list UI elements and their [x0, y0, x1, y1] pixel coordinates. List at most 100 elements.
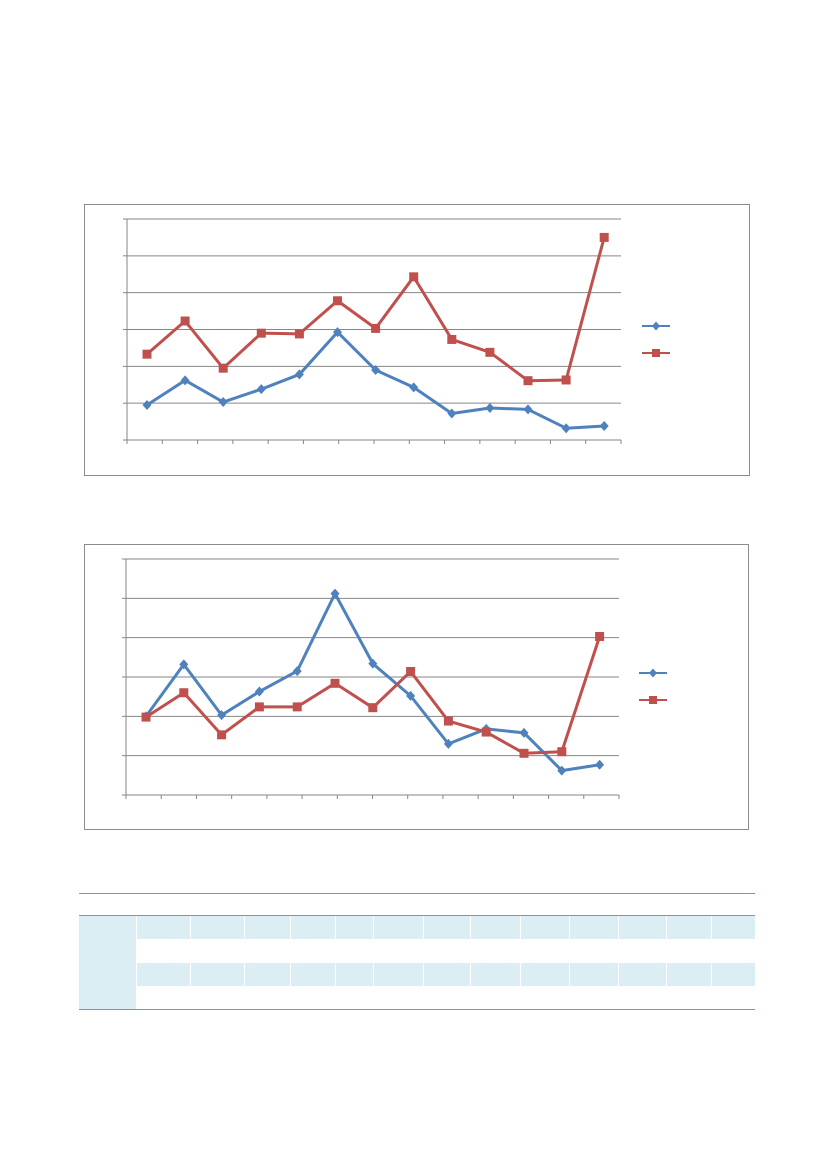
table-cell — [136, 915, 191, 939]
series-1-point — [180, 375, 190, 386]
chart-1 — [84, 204, 750, 476]
series-2-line — [145, 636, 602, 755]
table-cell — [665, 986, 712, 1010]
series-2-point — [599, 232, 609, 242]
table-cell — [422, 986, 471, 1010]
table-row-header-cell — [79, 986, 137, 1010]
series-2-point — [256, 328, 266, 338]
table-cell — [519, 939, 570, 963]
series-1-point — [561, 423, 571, 434]
table-header-cell — [244, 893, 291, 916]
table-cell — [422, 939, 471, 963]
series-1-point — [485, 402, 495, 413]
table-header-cell — [335, 893, 374, 916]
series-1-point — [371, 365, 381, 376]
series-1-point — [406, 690, 416, 701]
series-1-point — [179, 659, 189, 670]
series-2-point — [330, 678, 340, 688]
series-2-point — [368, 703, 378, 713]
table-cell — [519, 915, 570, 939]
series-1-point — [368, 658, 378, 669]
table-row-header-cell — [79, 939, 137, 963]
table-header-cell — [618, 893, 667, 916]
series-2-point — [409, 272, 419, 282]
series-2-point — [557, 747, 567, 757]
series-2-point — [254, 702, 264, 712]
table-row-header-cell — [79, 915, 137, 939]
table-cell — [569, 915, 619, 939]
table-cell — [335, 962, 374, 986]
table-row-header-cell — [79, 962, 137, 986]
table-cell — [711, 915, 755, 939]
table-cell — [519, 986, 570, 1010]
table-cell — [569, 986, 619, 1010]
series-1-point — [595, 759, 605, 770]
series-1-line — [144, 592, 600, 773]
series-1-point — [557, 765, 567, 776]
table-cell — [243, 915, 291, 939]
table-cell — [617, 986, 667, 1010]
table-header-cell — [190, 893, 245, 916]
table-header-row — [79, 893, 755, 916]
table-cell — [190, 939, 245, 963]
table-cell — [290, 915, 336, 939]
series-1-point — [254, 686, 264, 697]
table-cell — [711, 962, 755, 986]
legend-series-2-marker — [649, 696, 657, 704]
series-2-point — [481, 727, 491, 737]
table-row — [79, 986, 755, 1010]
series-1-point — [330, 588, 340, 599]
data-table — [79, 893, 755, 1010]
series-2-point — [333, 296, 342, 306]
legend-series-2-marker — [652, 349, 660, 357]
series-2-point — [447, 334, 457, 344]
table-cell — [290, 939, 336, 963]
series-1-point — [519, 727, 529, 738]
series-2-point — [180, 316, 190, 326]
table-cell — [190, 962, 245, 986]
table-cell — [243, 939, 291, 963]
table-cell — [190, 986, 245, 1010]
table-cell — [617, 962, 667, 986]
series-2-point — [443, 716, 453, 726]
table-cell — [136, 939, 191, 963]
series-1-point — [333, 327, 342, 338]
table-cell — [136, 962, 191, 986]
table-cell — [243, 962, 291, 986]
table-cell — [422, 915, 471, 939]
table-cell — [373, 915, 424, 939]
table-cell — [519, 962, 570, 986]
legend-series-1-marker — [652, 321, 660, 331]
chart-1-plot — [123, 218, 670, 444]
series-1-point — [443, 738, 453, 749]
table-cell — [617, 939, 667, 963]
table-header-cell — [569, 893, 619, 916]
table-header-cell — [470, 893, 521, 916]
table-header-cell — [290, 893, 336, 916]
table-cell — [470, 915, 521, 939]
table-header-cell — [373, 893, 424, 916]
table-cell — [422, 962, 471, 986]
series-1-point — [292, 666, 302, 677]
table-header-cell — [711, 893, 755, 916]
table-cell — [470, 962, 521, 986]
series-2-point — [292, 702, 302, 712]
series-1-point — [447, 408, 457, 419]
table-cell — [711, 939, 755, 963]
table-cell — [373, 986, 424, 1010]
series-1-point — [256, 384, 266, 395]
chart-2-plot — [122, 558, 667, 799]
table-cell — [569, 962, 619, 986]
series-2-point — [142, 349, 152, 359]
table-header-cell — [423, 893, 471, 916]
series-2-line — [146, 237, 606, 383]
table-cell — [470, 986, 521, 1010]
table-cell — [373, 962, 424, 986]
series-2-point — [561, 375, 571, 385]
series-1-point — [218, 397, 228, 408]
table-header-cell — [520, 893, 570, 916]
series-1-point — [142, 400, 152, 411]
table-cell — [617, 915, 667, 939]
table-cell — [136, 986, 191, 1010]
series-2-point — [406, 666, 416, 676]
